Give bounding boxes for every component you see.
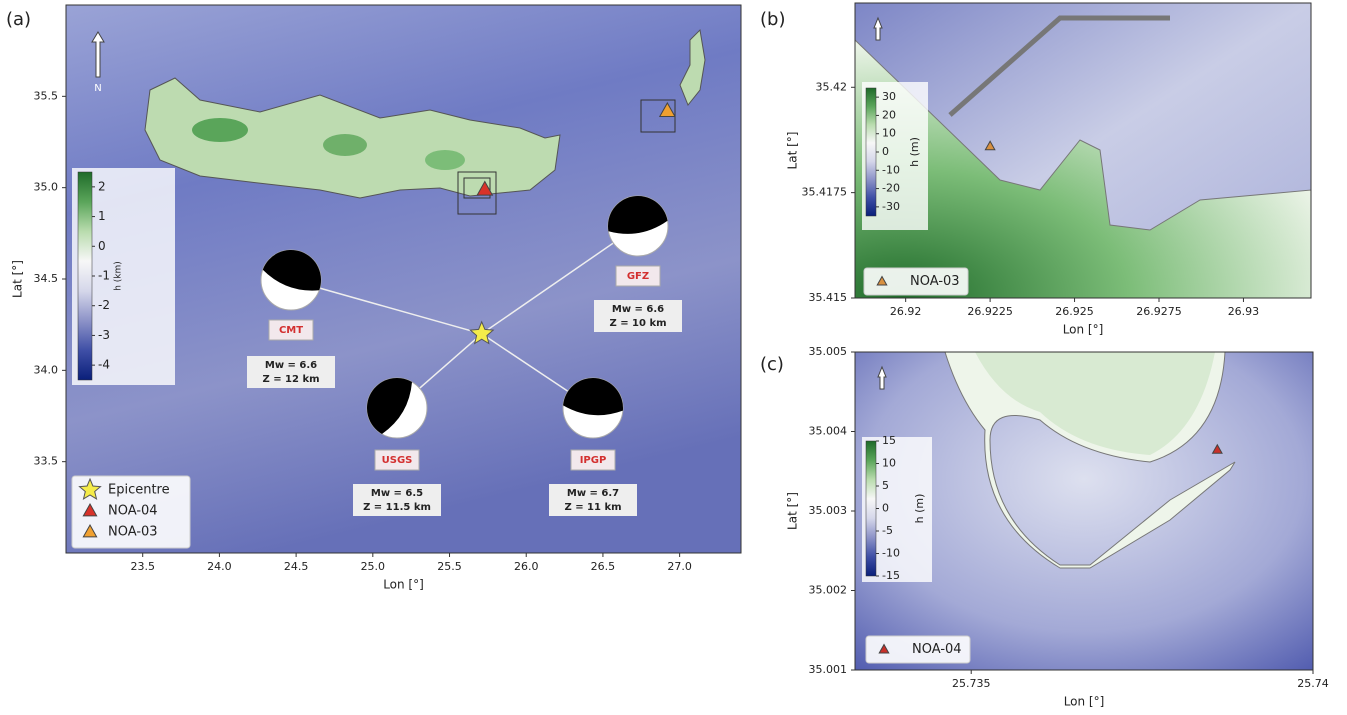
colorbar-label: h (km) (114, 261, 124, 291)
colorbar-tick-label: 20 (882, 108, 896, 121)
legend-label: NOA-04 (912, 642, 962, 657)
panel-label: (b) (760, 9, 785, 30)
y-tick-label: 35.0 (34, 181, 59, 194)
colorbar-tick-label: -1 (98, 269, 110, 283)
mountains (323, 134, 367, 156)
y-tick-label: 35.5 (34, 89, 59, 102)
colorbar (78, 172, 92, 380)
y-tick-label: 33.5 (34, 455, 59, 468)
legend-label: NOA-03 (910, 274, 960, 289)
y-tick-label: 35.003 (809, 504, 848, 517)
mountains (192, 118, 248, 142)
x-tick-label: 25.0 (361, 560, 386, 573)
colorbar-tick-label: 0 (882, 145, 889, 158)
agency-label: USGS (382, 455, 413, 466)
x-tick-label: 26.0 (514, 560, 539, 573)
colorbar-tick-label: 0 (882, 502, 889, 515)
y-tick-label: 35.002 (809, 584, 848, 597)
y-tick-label: 35.001 (809, 663, 848, 676)
magnitude: Mw = 6.6 (612, 304, 664, 315)
colorbar-tick-label: 15 (882, 434, 896, 447)
y-tick-label: 34.5 (34, 272, 59, 285)
y-axis-label: Lat [°] (11, 260, 25, 298)
colorbar-tick-label: 5 (882, 479, 889, 492)
x-axis-label: Lon [°] (1064, 695, 1105, 709)
depth: Z = 11.5 km (363, 502, 431, 513)
magnitude: Mw = 6.7 (567, 488, 619, 499)
x-tick-label: 25.74 (1297, 677, 1329, 690)
mountains (425, 150, 465, 170)
colorbar-tick-label: -20 (882, 182, 900, 195)
x-axis-label: Lon [°] (1063, 323, 1104, 337)
x-tick-label: 26.93 (1228, 305, 1260, 318)
colorbar-label: h (m) (913, 494, 926, 524)
colorbar-tick-label: -10 (882, 547, 900, 560)
x-axis-label: Lon [°] (383, 578, 424, 592)
x-tick-label: 26.9275 (1136, 305, 1182, 318)
colorbar-tick-label: 10 (882, 457, 896, 470)
x-tick-label: 26.92 (890, 305, 922, 318)
colorbar-tick-label: 1 (98, 209, 106, 223)
colorbar-tick-label: -15 (882, 569, 900, 582)
y-tick-label: 35.42 (816, 80, 848, 93)
y-axis-label: Lat [°] (786, 492, 800, 530)
agency-label: GFZ (627, 271, 649, 282)
y-axis-label: Lat [°] (786, 132, 800, 170)
colorbar-tick-label: -5 (882, 524, 893, 537)
legend-label: NOA-04 (108, 504, 158, 519)
y-tick-label: 35.4175 (802, 186, 848, 199)
colorbar-tick-label: -10 (882, 163, 900, 176)
colorbar-tick-label: -3 (98, 328, 110, 342)
colorbar-tick-label: -4 (98, 358, 110, 372)
panel-label: (c) (760, 354, 784, 375)
magnitude: Mw = 6.5 (371, 488, 423, 499)
legend-label: Epicentre (108, 483, 170, 498)
colorbar (866, 88, 876, 216)
x-tick-label: 26.9225 (967, 305, 1013, 318)
legend-label: NOA-03 (108, 525, 158, 540)
magnitude: Mw = 6.6 (265, 360, 317, 371)
x-tick-label: 25.5 (437, 560, 462, 573)
colorbar-tick-label: 2 (98, 179, 106, 193)
y-tick-label: 35.004 (809, 425, 848, 438)
colorbar-tick-label: -30 (882, 200, 900, 213)
x-tick-label: 26.925 (1055, 305, 1094, 318)
x-tick-label: 27.0 (667, 560, 692, 573)
panel-label: (a) (6, 9, 31, 30)
figure: (a) 23.5 24.0 24.5 25.0 25.5 26.0 26.5 27.0 33.5 3… (0, 0, 1347, 711)
x-tick-label: 23.5 (130, 560, 155, 573)
y-tick-label: 35.005 (809, 345, 848, 358)
north-label: N (94, 83, 101, 94)
depth: Z = 11 km (564, 502, 621, 513)
colorbar-tick-label: 0 (98, 239, 106, 253)
depth: Z = 10 km (609, 318, 666, 329)
depth: Z = 12 km (262, 374, 319, 385)
x-tick-label: 24.0 (207, 560, 232, 573)
colorbar-tick-label: -2 (98, 298, 110, 312)
colorbar (866, 441, 876, 576)
colorbar-label: h (m) (908, 137, 921, 167)
agency-label: CMT (279, 325, 303, 336)
x-tick-label: 25.735 (952, 677, 991, 690)
colorbar-tick-label: 10 (882, 127, 896, 140)
y-tick-label: 35.415 (809, 291, 848, 304)
x-tick-label: 24.5 (284, 560, 309, 573)
y-tick-label: 34.0 (34, 363, 59, 376)
x-tick-label: 26.5 (591, 560, 616, 573)
agency-label: IPGP (580, 455, 607, 466)
colorbar-tick-label: 30 (882, 90, 896, 103)
